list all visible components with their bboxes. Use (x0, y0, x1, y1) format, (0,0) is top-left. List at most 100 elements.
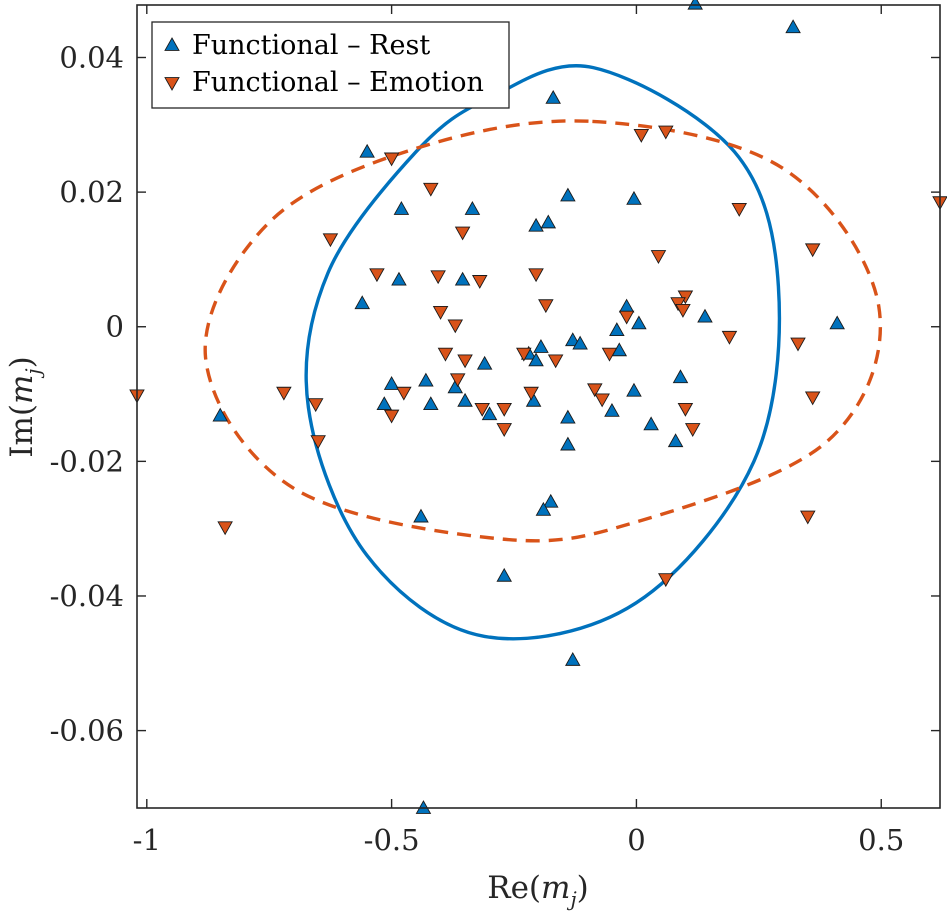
rest-point-40 (212, 407, 229, 422)
emotion-point-12 (430, 270, 446, 285)
rest-point-25 (672, 369, 689, 384)
legend-box (151, 21, 510, 109)
ellipses-layer (203, 64, 883, 641)
emotion-point-11 (528, 268, 544, 283)
rest-point-37 (560, 409, 576, 424)
rest-point-45 (565, 652, 581, 666)
y-axis-label-prefix: Im( (4, 404, 40, 458)
rest-point-20 (533, 339, 549, 353)
y-tick-label: -0.06 (50, 714, 124, 748)
rest-point-35 (643, 416, 659, 431)
rest-point-24 (476, 355, 493, 370)
x-tick-label: -1 (133, 823, 161, 857)
rest-point-17 (609, 322, 625, 337)
emotion-point-7 (322, 233, 339, 248)
emotion-point-24 (457, 354, 473, 369)
rest-point-34 (626, 382, 642, 397)
emotion-point-35 (307, 398, 324, 413)
rest-point-39 (667, 433, 684, 448)
rest-point-36 (604, 402, 620, 417)
legend-label-emotion: Functional – Emotion (192, 67, 484, 98)
emotion-point-28 (449, 373, 466, 388)
rest-point-31 (457, 392, 473, 407)
emotion-point-25 (601, 347, 618, 362)
x-tick-label: -0.5 (364, 823, 420, 857)
emotion-point-29 (276, 386, 292, 401)
x-axis-label-prefix: Re( (487, 870, 541, 906)
rest-point-2 (545, 89, 561, 104)
emotion-point-20 (447, 319, 464, 334)
markers-layer (129, 0, 947, 814)
emotion-point-31 (396, 386, 412, 401)
emotion-point-3 (423, 182, 439, 197)
rest-point-26 (383, 376, 400, 390)
rest-point-6 (393, 201, 410, 215)
emotion-point-14 (538, 299, 554, 314)
x-tick-label: 0 (627, 823, 645, 857)
emotion-point-17 (675, 304, 691, 318)
emotion-point-26 (516, 347, 532, 362)
ellipse-emotion (203, 119, 883, 543)
y-axis: 0.04 0.02 0 -0.02 -0.04 -0.06 (50, 41, 940, 748)
rest-point-38 (560, 436, 576, 451)
emotion-point-2 (383, 152, 400, 167)
y-tick-label: 0.04 (59, 41, 124, 75)
emotion-point-27 (547, 354, 564, 369)
y-tick-label: -0.02 (50, 444, 124, 478)
rest-point-13 (829, 315, 845, 330)
emotion-point-22 (790, 337, 806, 352)
rest-point-8 (540, 214, 557, 229)
emotion-point-5 (731, 203, 748, 217)
rest-point-29 (376, 396, 393, 411)
plot-frame (136, 4, 941, 809)
rest-point-44 (496, 567, 512, 582)
rest-point-1 (785, 19, 801, 34)
emotion-point-10 (369, 268, 385, 283)
rest-point-9 (528, 217, 544, 232)
y-tick-label: 0.02 (59, 175, 124, 209)
rest-point-22 (528, 352, 544, 367)
rest-point-33 (481, 406, 498, 421)
emotion-point-41 (496, 423, 512, 437)
emotion-point-37 (496, 402, 512, 417)
x-axis-label-var: m (541, 870, 570, 906)
rest-point-28 (447, 379, 464, 394)
x-axis-label-sub: j (566, 887, 576, 911)
y-axis-label-var: m (4, 375, 40, 404)
emotion-point-18 (432, 306, 449, 320)
emotion-point-15 (677, 290, 694, 305)
emotion-point-13 (471, 275, 488, 289)
legend-marker-rest (164, 37, 180, 51)
emotion-point-38 (677, 402, 694, 417)
rest-point-7 (626, 190, 642, 205)
rest-point-32 (525, 392, 542, 407)
y-axis-label-sub: j (21, 368, 45, 378)
emotion-point-1 (658, 125, 674, 140)
y-axis-label: Im(mj) (4, 356, 45, 457)
emotion-point-42 (310, 435, 326, 450)
emotion-point-46 (658, 573, 674, 588)
emotion-point-19 (618, 310, 635, 325)
rest-point-30 (423, 396, 439, 411)
rest-point-41 (542, 493, 559, 508)
rest-point-27 (418, 372, 434, 387)
rest-point-5 (464, 201, 481, 215)
emotion-point-6 (454, 226, 471, 241)
emotion-point-40 (684, 423, 701, 437)
emotion-point-23 (437, 347, 454, 362)
emotion-point-34 (804, 391, 821, 406)
emotion-point-21 (721, 330, 738, 345)
x-tick-label: 0.5 (858, 823, 904, 857)
emotion-point-0 (633, 128, 650, 143)
rest-point-43 (413, 508, 429, 523)
emotion-point-32 (523, 386, 539, 401)
legend-marker-emotion (164, 77, 180, 91)
y-tick-label: -0.04 (50, 579, 124, 613)
rest-point-11 (391, 271, 407, 286)
emotion-point-44 (217, 521, 233, 536)
emotion-point-8 (804, 243, 821, 258)
rest-point-3 (359, 143, 375, 158)
rest-point-12 (454, 271, 471, 286)
emotion-point-30 (587, 383, 603, 398)
